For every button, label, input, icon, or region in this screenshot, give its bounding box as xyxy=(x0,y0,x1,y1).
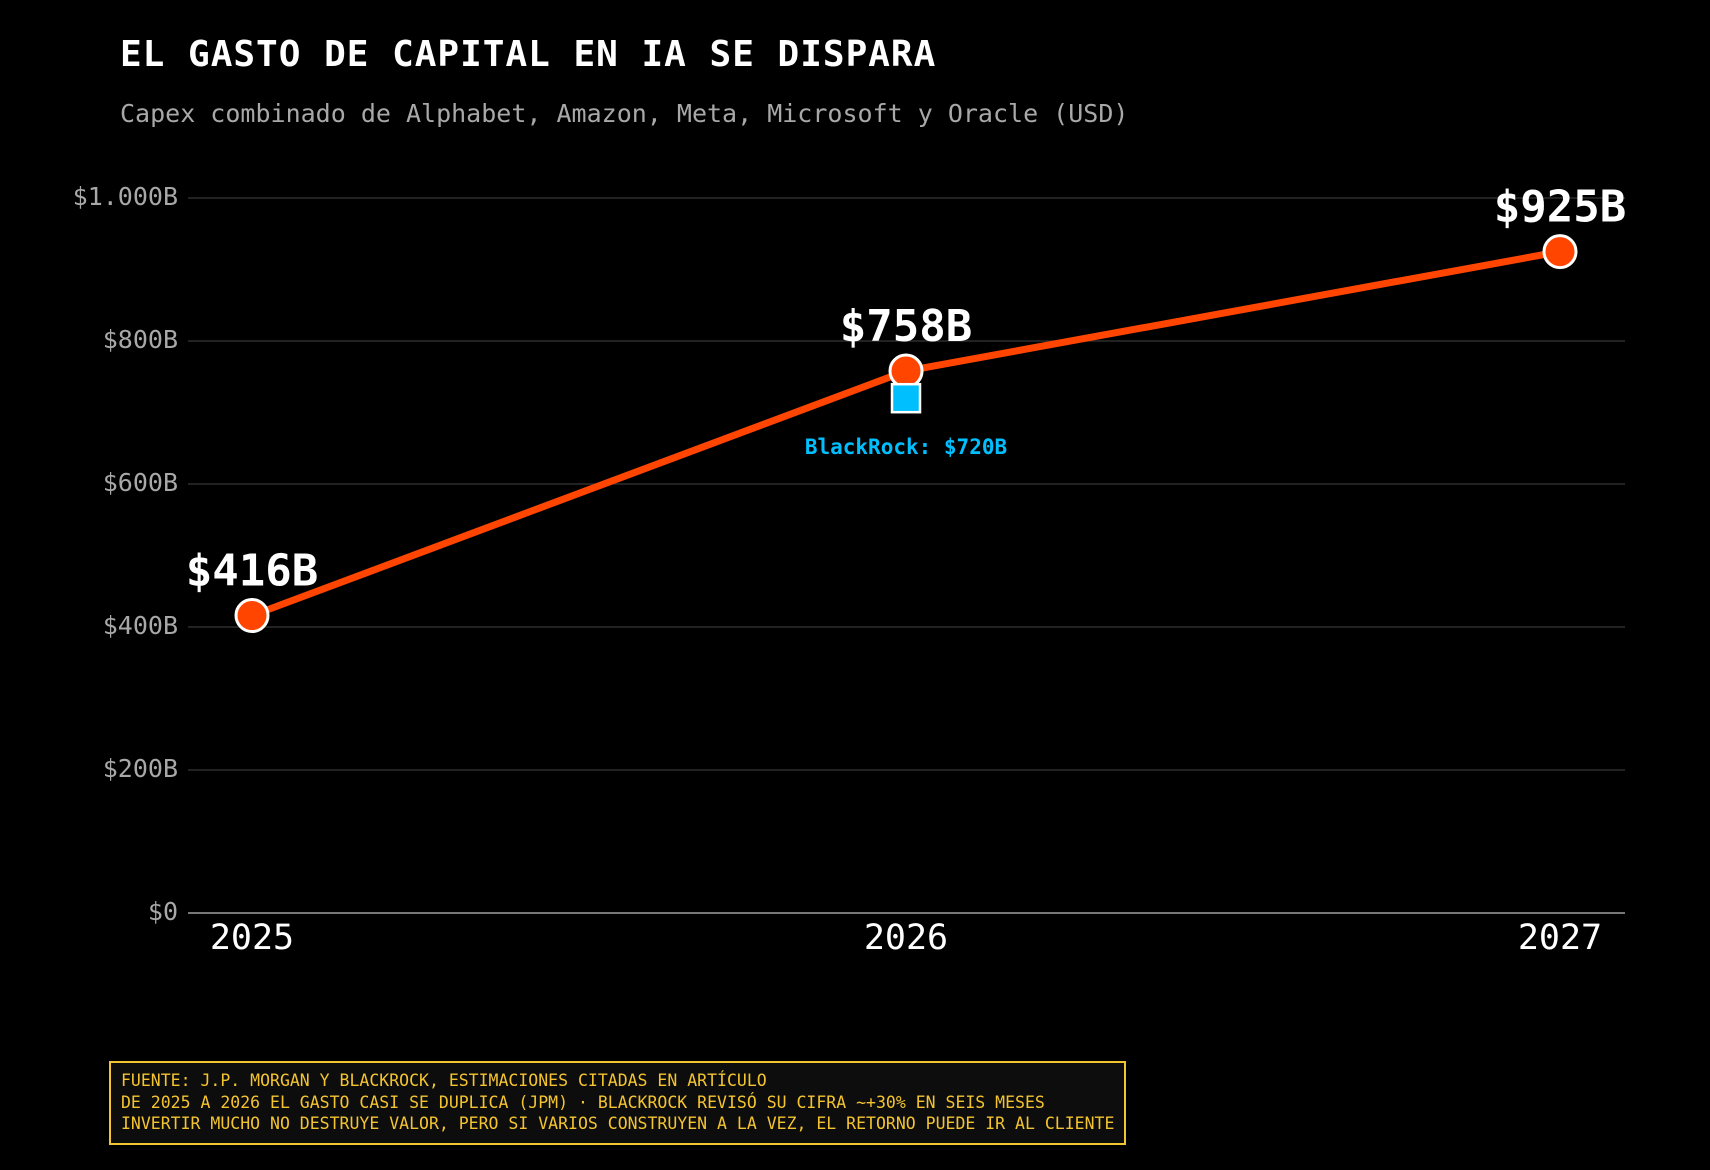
y-tick-label: $800B xyxy=(103,325,178,354)
footnote-line-2: DE 2025 A 2026 EL GASTO CASI SE DUPLICA … xyxy=(121,1092,1045,1112)
data-point xyxy=(234,598,270,634)
y-tick-label: $1.000B xyxy=(73,182,178,211)
chart-subtitle: Capex combinado de Alphabet, Amazon, Met… xyxy=(120,99,1129,128)
y-tick-label: $400B xyxy=(103,611,178,640)
data-label: $758B xyxy=(840,301,972,352)
y-tick-label: $200B xyxy=(103,754,178,783)
blackrock-estimate-label: BlackRock: $720B xyxy=(805,435,1007,459)
data-points xyxy=(234,234,1578,634)
x-tick-label: 2027 xyxy=(1518,918,1602,958)
source-footnote-box: FUENTE: J.P. MORGAN Y BLACKROCK, ESTIMAC… xyxy=(109,1061,1127,1145)
data-label: $925B xyxy=(1494,182,1626,233)
data-label: $416B xyxy=(186,546,318,597)
chart-title: EL GASTO DE CAPITAL EN IA SE DISPARA xyxy=(120,34,937,75)
x-axis-ticks: 2025 2026 2027 xyxy=(210,918,1602,958)
data-point xyxy=(888,353,924,389)
data-point xyxy=(1542,234,1578,270)
footnote-line-1: FUENTE: J.P. MORGAN Y BLACKROCK, ESTIMAC… xyxy=(121,1071,767,1090)
x-tick-label: 2025 xyxy=(210,918,294,958)
y-tick-label: $0 xyxy=(148,897,178,926)
data-labels: $416B $758B $925B xyxy=(186,182,1626,597)
blackrock-estimate-marker xyxy=(890,382,922,414)
x-tick-label: 2026 xyxy=(864,918,948,958)
annotations: BlackRock: $720B xyxy=(805,382,1007,459)
y-axis-ticks: $0 $200B $400B $600B $800B $1.000B xyxy=(73,182,178,926)
y-tick-label: $600B xyxy=(103,468,178,497)
footnote-line-3: INVERTIR MUCHO NO DESTRUYE VALOR, PERO S… xyxy=(121,1114,1115,1133)
gridlines xyxy=(188,197,1625,914)
